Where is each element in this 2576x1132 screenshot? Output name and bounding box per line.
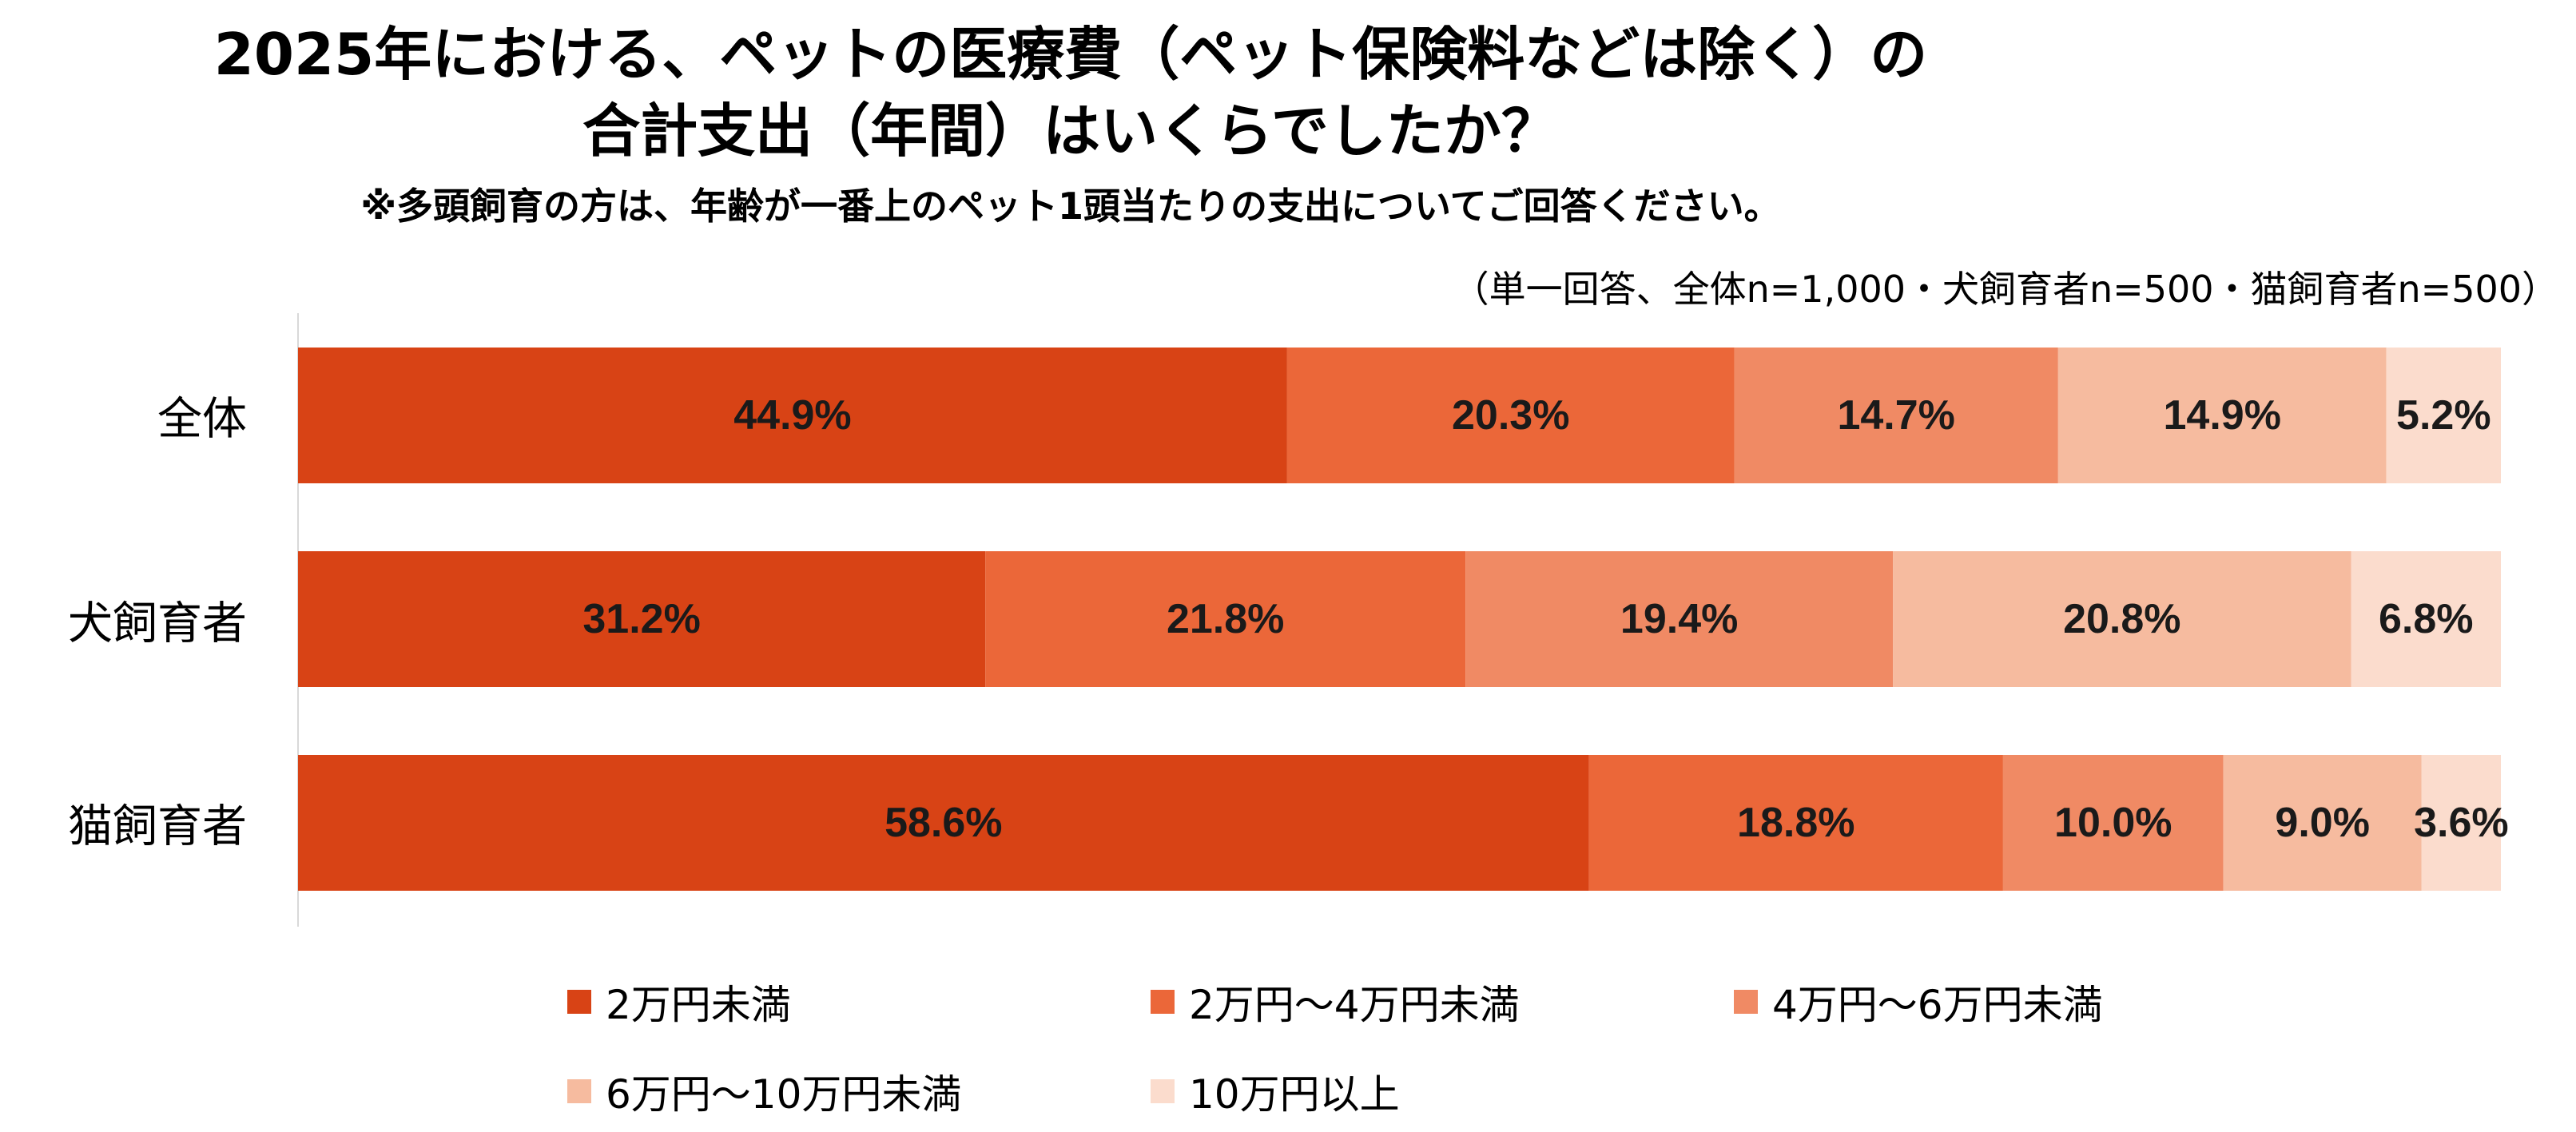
legend-swatch bbox=[567, 990, 591, 1014]
bar-segment-dog-owners-series-3 bbox=[1465, 551, 1894, 687]
legend-swatch bbox=[1734, 990, 1758, 1014]
bar-segment-all-series-4 bbox=[2057, 348, 2387, 483]
data-label-cat-owners-series-1: 58.6% bbox=[885, 800, 1002, 846]
legend-swatch bbox=[1151, 990, 1175, 1014]
data-label-dog-owners-series-4: 20.8% bbox=[2063, 596, 2180, 642]
legend-swatch bbox=[567, 1079, 591, 1103]
category-label-cat-owners: 猫飼育者 bbox=[68, 800, 247, 853]
legend-label: 2万円～4万円未満 bbox=[1189, 982, 1520, 1028]
category-label-dog-owners: 犬飼育者 bbox=[68, 598, 247, 650]
bar-segment-dog-owners-series-2 bbox=[985, 551, 1466, 687]
category-label-all: 全体 bbox=[157, 393, 247, 446]
legend-label: 6万円～10万円未満 bbox=[606, 1071, 962, 1118]
data-label-dog-owners-series-2: 21.8% bbox=[1167, 596, 1284, 642]
legend-swatch bbox=[1151, 1079, 1175, 1103]
legend-item-over-100k: 10万円以上 bbox=[1151, 1062, 1400, 1120]
data-label-all-series-5: 5.2% bbox=[2396, 392, 2491, 439]
bar-segment-dog-owners-series-5 bbox=[2351, 551, 2501, 687]
bar-segment-dog-owners-series-4 bbox=[1893, 551, 2351, 687]
legend-item-60k-100k: 6万円～10万円未満 bbox=[567, 1062, 961, 1120]
legend-item-under-20k: 2万円未満 bbox=[567, 973, 791, 1031]
bar-segment-dog-owners-series-1 bbox=[298, 551, 986, 687]
sample-size-note: （単一回答、全体n=1,000・犬飼育者n=500・猫飼育者n=500） bbox=[1452, 268, 2558, 311]
chart-title-line-2: 合計支出（年間）はいくらでしたか？ bbox=[582, 97, 1559, 165]
bar-segment-cat-owners-series-1 bbox=[298, 755, 1589, 891]
bar-segment-cat-owners-series-3 bbox=[2002, 755, 2224, 891]
bar-segment-cat-owners-series-2 bbox=[1588, 755, 2003, 891]
chart-note: ※多頭飼育の方は、年齢が一番上のペット1頭当たりの支出についてご回答ください。 bbox=[360, 185, 1781, 228]
legend-label: 4万円～6万円未満 bbox=[1772, 982, 2103, 1028]
bar-segment-cat-owners-series-4 bbox=[2223, 755, 2422, 891]
chart-title-line-1: 2025年における、ペットの医療費（ペット保険料などは除く）の bbox=[213, 21, 1928, 88]
legend-label: 2万円未満 bbox=[606, 982, 791, 1028]
data-label-dog-owners-series-1: 31.2% bbox=[582, 596, 700, 642]
bar-segment-all-series-2 bbox=[1286, 348, 1735, 483]
bar-segment-cat-owners-series-5 bbox=[2421, 755, 2501, 891]
data-label-cat-owners-series-2: 18.8% bbox=[1737, 800, 1854, 846]
data-label-cat-owners-series-3: 10.0% bbox=[2054, 800, 2172, 846]
data-label-all-series-4: 14.9% bbox=[2164, 392, 2281, 439]
data-label-all-series-2: 20.3% bbox=[1452, 392, 1569, 439]
data-label-dog-owners-series-3: 19.4% bbox=[1620, 596, 1738, 642]
legend-item-20k-40k: 2万円～4万円未満 bbox=[1151, 973, 1520, 1031]
bar-segment-all-series-3 bbox=[1734, 348, 2058, 483]
data-label-dog-owners-series-5: 6.8% bbox=[2379, 596, 2474, 642]
data-label-all-series-3: 14.7% bbox=[1837, 392, 1954, 439]
bar-segment-all-series-1 bbox=[298, 348, 1287, 483]
legend-item-40k-60k: 4万円～6万円未満 bbox=[1734, 973, 2103, 1031]
data-label-cat-owners-series-5: 3.6% bbox=[2414, 800, 2509, 846]
data-label-all-series-1: 44.9% bbox=[733, 392, 851, 439]
bar-segment-all-series-5 bbox=[2386, 348, 2501, 483]
legend-label: 10万円以上 bbox=[1189, 1071, 1400, 1118]
data-label-cat-owners-series-4: 9.0% bbox=[2275, 800, 2370, 846]
